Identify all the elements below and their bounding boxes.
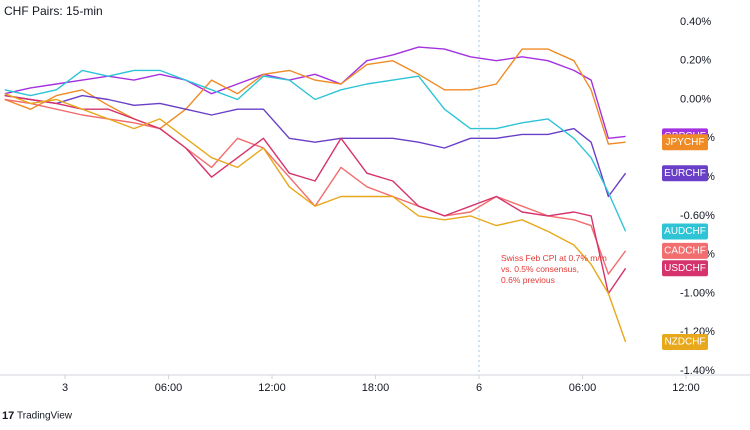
source-label: TradingView xyxy=(17,411,73,422)
series-label-box xyxy=(662,242,708,259)
y-tick-label: -1.40% xyxy=(680,365,715,377)
x-tick-label: 12:00 xyxy=(672,382,700,394)
series-label-box xyxy=(662,223,708,240)
x-tick-label: 6 xyxy=(476,382,482,394)
series-line xyxy=(4,93,627,343)
annotation: vs. 0.5% consensus, xyxy=(501,264,579,274)
series-label: EURCHF xyxy=(662,165,708,182)
series-label: JPYCHF xyxy=(662,134,708,151)
series-label-text: EURCHF xyxy=(664,168,706,179)
y-tick-label: -0.60% xyxy=(680,210,715,222)
series-label-box xyxy=(662,134,708,151)
y-tick-label: 0.40% xyxy=(680,16,711,28)
series-label-box xyxy=(662,165,708,182)
x-tick-label: 06:00 xyxy=(569,382,597,394)
y-tick-label: 0.00% xyxy=(680,93,711,105)
series-line xyxy=(4,48,626,145)
x-tick-label: 06:00 xyxy=(155,382,183,394)
y-tick-label: -1.00% xyxy=(680,287,715,299)
annotation: 0.6% previous xyxy=(501,275,555,285)
x-tick-label: 12:00 xyxy=(258,382,286,394)
series-label-text: AUDCHF xyxy=(664,226,706,237)
annotation: Swiss Feb CPI at 0.7% m/m xyxy=(501,253,607,263)
series-label: USDCHF xyxy=(662,260,708,277)
series-label-text: NZDCHF xyxy=(664,337,705,348)
x-tick-label: 18:00 xyxy=(362,382,390,394)
series-line xyxy=(4,69,627,232)
series-label: CADCHF xyxy=(662,242,708,259)
logo-mark: 17 xyxy=(2,410,14,422)
series-label-box xyxy=(662,260,708,277)
series-label-box xyxy=(662,334,708,351)
series-label-text: USDCHF xyxy=(664,263,706,274)
series-label-text: JPYCHF xyxy=(666,137,705,148)
source-logo: 17 TradingView xyxy=(2,410,73,422)
series-line xyxy=(4,94,627,295)
series-line xyxy=(4,98,627,275)
series-label: AUDCHF xyxy=(662,223,708,240)
series-label: NZDCHF xyxy=(662,334,708,351)
y-tick-label: 0.20% xyxy=(680,55,711,67)
x-tick-label: 3 xyxy=(62,382,68,394)
series-line xyxy=(4,94,627,198)
chart-title: CHF Pairs: 15-min xyxy=(4,4,103,18)
series-line xyxy=(4,46,626,139)
series-label-text: CADCHF xyxy=(664,245,706,256)
